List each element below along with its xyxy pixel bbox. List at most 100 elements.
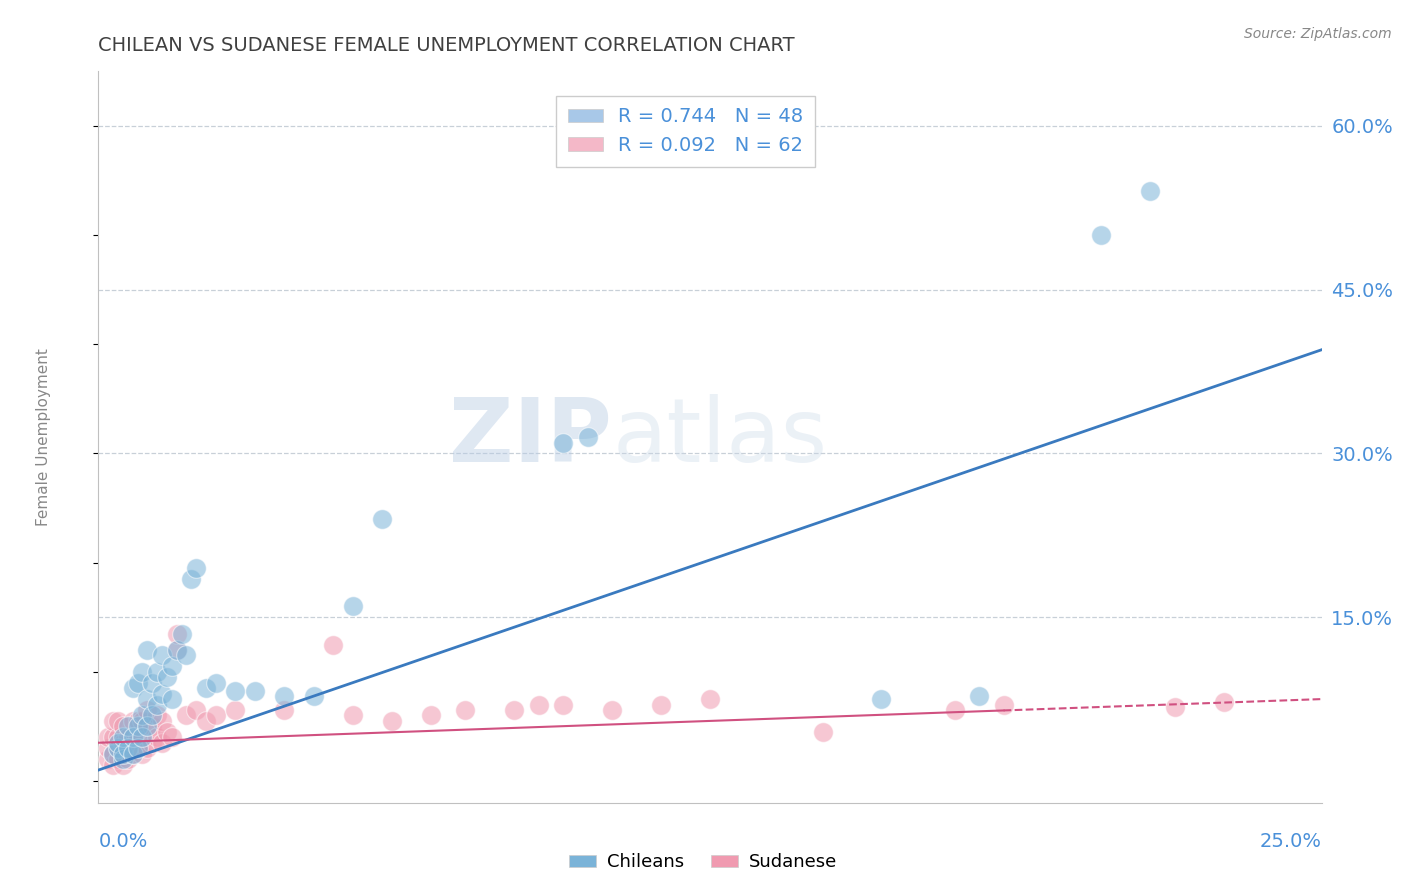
Point xyxy=(141,708,163,723)
Point xyxy=(273,689,295,703)
Point xyxy=(101,731,124,745)
Point xyxy=(131,714,153,728)
Point xyxy=(166,643,188,657)
Point xyxy=(160,731,183,745)
Point xyxy=(117,719,139,733)
Point xyxy=(967,689,990,703)
Point xyxy=(107,736,129,750)
Point xyxy=(176,708,198,723)
Point xyxy=(186,561,208,575)
Point xyxy=(166,626,188,640)
Text: Female Unemployment: Female Unemployment xyxy=(37,348,51,526)
Point xyxy=(600,703,623,717)
Point xyxy=(121,747,143,761)
Point xyxy=(156,670,179,684)
Text: CHILEAN VS SUDANESE FEMALE UNEMPLOYMENT CORRELATION CHART: CHILEAN VS SUDANESE FEMALE UNEMPLOYMENT … xyxy=(98,36,794,54)
Point xyxy=(136,703,159,717)
Text: Source: ZipAtlas.com: Source: ZipAtlas.com xyxy=(1244,27,1392,41)
Point xyxy=(160,692,183,706)
Point xyxy=(150,714,173,728)
Point xyxy=(150,687,173,701)
Point xyxy=(870,692,893,706)
Point xyxy=(243,684,266,698)
Point xyxy=(131,747,153,761)
Point xyxy=(97,752,120,766)
Legend: Chileans, Sudanese: Chileans, Sudanese xyxy=(561,847,845,879)
Point xyxy=(146,708,169,723)
Point xyxy=(342,599,364,614)
Point xyxy=(136,719,159,733)
Point xyxy=(136,692,159,706)
Point xyxy=(224,703,246,717)
Point xyxy=(131,731,153,745)
Point xyxy=(111,757,134,772)
Point xyxy=(101,757,124,772)
Point xyxy=(117,731,139,745)
Point xyxy=(650,698,672,712)
Point xyxy=(322,638,344,652)
Point xyxy=(156,724,179,739)
Text: ZIP: ZIP xyxy=(450,393,612,481)
Point xyxy=(205,708,228,723)
Point xyxy=(111,747,134,761)
Point xyxy=(381,714,404,728)
Point xyxy=(127,714,149,728)
Point xyxy=(454,703,477,717)
Point xyxy=(127,675,149,690)
Point xyxy=(127,741,149,756)
Point xyxy=(136,741,159,756)
Point xyxy=(553,698,575,712)
Point xyxy=(111,752,134,766)
Point xyxy=(195,714,218,728)
Point xyxy=(107,752,129,766)
Point xyxy=(131,708,153,723)
Point xyxy=(131,665,153,679)
Point xyxy=(1139,185,1161,199)
Text: 25.0%: 25.0% xyxy=(1260,832,1322,851)
Point xyxy=(101,714,124,728)
Point xyxy=(136,719,159,733)
Point xyxy=(176,648,198,663)
Point xyxy=(146,665,169,679)
Point xyxy=(97,741,120,756)
Point xyxy=(111,736,134,750)
Point xyxy=(160,659,183,673)
Point xyxy=(127,731,149,745)
Point xyxy=(97,731,120,745)
Point xyxy=(527,698,550,712)
Point xyxy=(117,741,139,756)
Point xyxy=(127,741,149,756)
Point xyxy=(180,572,202,586)
Point xyxy=(811,724,834,739)
Point xyxy=(101,747,124,761)
Point xyxy=(503,703,526,717)
Point xyxy=(107,741,129,756)
Point xyxy=(111,731,134,745)
Point xyxy=(111,747,134,761)
Point xyxy=(121,731,143,745)
Text: 0.0%: 0.0% xyxy=(98,832,148,851)
Point xyxy=(576,430,599,444)
Point xyxy=(1090,228,1112,243)
Point xyxy=(121,747,143,761)
Point xyxy=(150,648,173,663)
Point xyxy=(141,736,163,750)
Legend: R = 0.744   N = 48, R = 0.092   N = 62: R = 0.744 N = 48, R = 0.092 N = 62 xyxy=(555,95,815,167)
Point xyxy=(141,719,163,733)
Point xyxy=(136,643,159,657)
Point xyxy=(141,675,163,690)
Point xyxy=(993,698,1015,712)
Point xyxy=(146,698,169,712)
Point xyxy=(107,714,129,728)
Point xyxy=(121,681,143,695)
Point xyxy=(146,731,169,745)
Point xyxy=(127,719,149,733)
Point xyxy=(186,703,208,717)
Point xyxy=(1212,695,1234,709)
Point xyxy=(166,643,188,657)
Point xyxy=(121,714,143,728)
Point xyxy=(371,512,394,526)
Point xyxy=(107,741,129,756)
Point xyxy=(699,692,721,706)
Point xyxy=(302,689,325,703)
